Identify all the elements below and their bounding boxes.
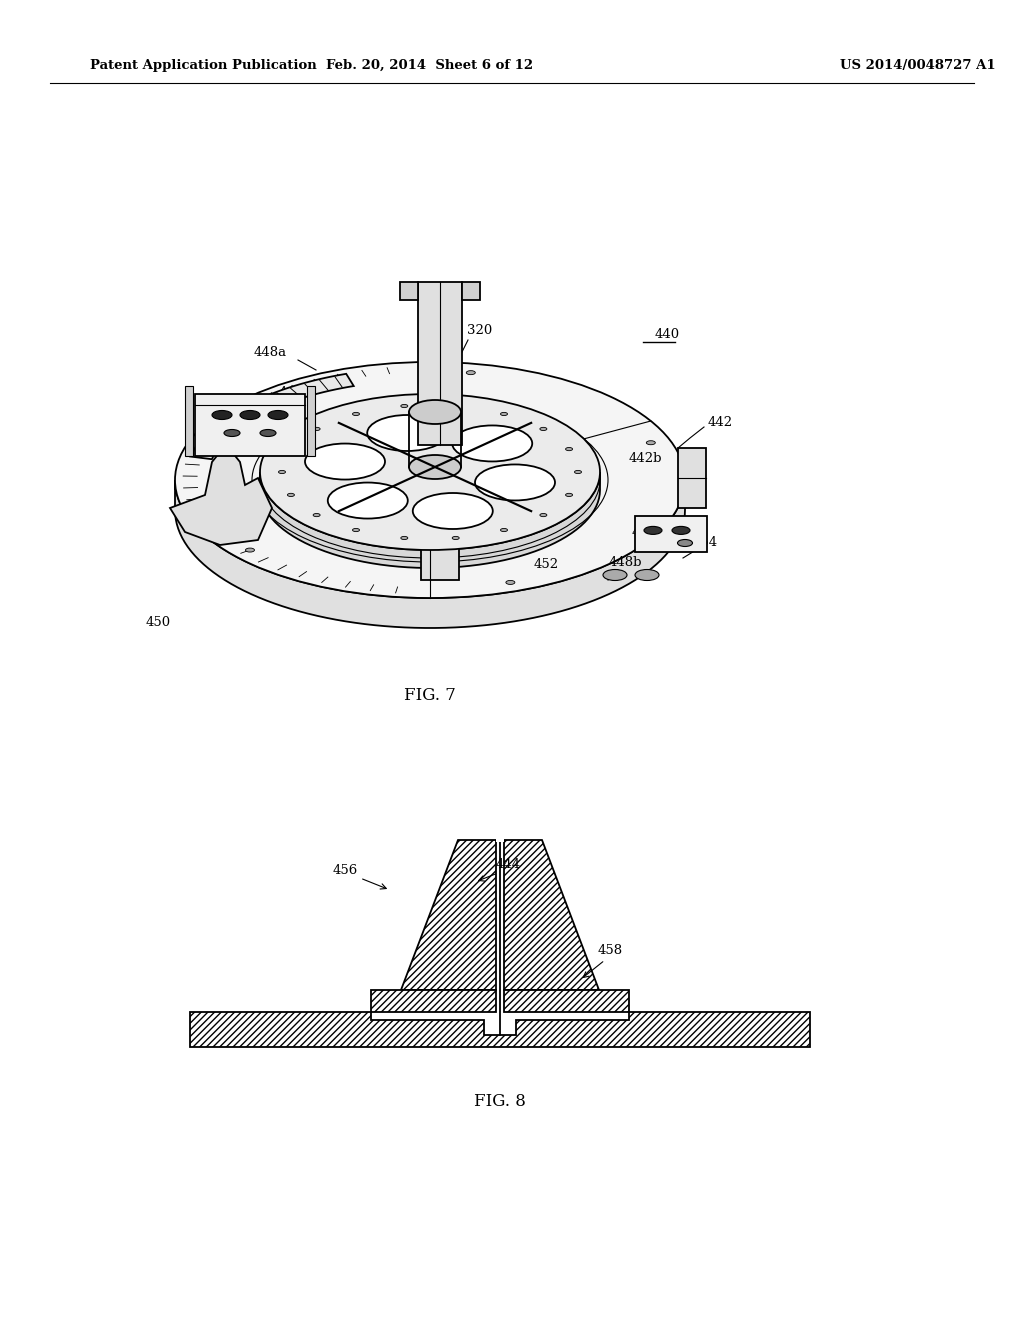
Text: Feb. 20, 2014  Sheet 6 of 12: Feb. 20, 2014 Sheet 6 of 12 bbox=[327, 58, 534, 71]
Ellipse shape bbox=[260, 429, 276, 437]
Text: 442: 442 bbox=[708, 416, 732, 429]
Text: 410: 410 bbox=[458, 494, 482, 507]
Ellipse shape bbox=[635, 569, 659, 581]
Ellipse shape bbox=[400, 536, 408, 540]
Ellipse shape bbox=[603, 569, 627, 581]
Ellipse shape bbox=[453, 425, 532, 462]
Polygon shape bbox=[504, 990, 629, 1012]
Text: 448b: 448b bbox=[608, 556, 642, 569]
Bar bbox=[195, 393, 305, 455]
Bar bbox=[462, 282, 480, 300]
Bar bbox=[400, 282, 418, 300]
Bar bbox=[678, 447, 706, 508]
Bar bbox=[496, 838, 504, 842]
Text: 456: 456 bbox=[333, 863, 357, 876]
Ellipse shape bbox=[260, 393, 600, 550]
Bar bbox=[635, 516, 707, 552]
Ellipse shape bbox=[565, 447, 572, 450]
Polygon shape bbox=[170, 451, 272, 545]
Ellipse shape bbox=[352, 412, 359, 416]
Ellipse shape bbox=[413, 492, 493, 529]
Text: FIG. 7: FIG. 7 bbox=[404, 686, 456, 704]
Text: 320: 320 bbox=[467, 323, 493, 337]
Ellipse shape bbox=[213, 432, 221, 436]
Ellipse shape bbox=[409, 455, 461, 479]
Ellipse shape bbox=[540, 513, 547, 516]
Ellipse shape bbox=[540, 428, 547, 430]
Ellipse shape bbox=[644, 527, 662, 535]
Ellipse shape bbox=[212, 411, 232, 420]
Ellipse shape bbox=[313, 428, 321, 430]
Bar bbox=[307, 385, 315, 455]
Ellipse shape bbox=[328, 483, 408, 519]
Text: Patent Application Publication: Patent Application Publication bbox=[90, 58, 316, 71]
Ellipse shape bbox=[279, 470, 286, 474]
Ellipse shape bbox=[453, 404, 459, 408]
Polygon shape bbox=[504, 840, 599, 990]
Polygon shape bbox=[190, 374, 353, 459]
Text: 452: 452 bbox=[534, 558, 558, 572]
Ellipse shape bbox=[409, 400, 461, 424]
Ellipse shape bbox=[565, 494, 572, 496]
Bar bbox=[185, 385, 193, 455]
Ellipse shape bbox=[352, 528, 359, 532]
Text: US 2014/0048727 A1: US 2014/0048727 A1 bbox=[840, 58, 995, 71]
Ellipse shape bbox=[501, 412, 508, 416]
Polygon shape bbox=[260, 473, 600, 568]
Ellipse shape bbox=[175, 362, 685, 598]
Ellipse shape bbox=[574, 470, 582, 474]
Text: 440: 440 bbox=[655, 329, 680, 342]
Ellipse shape bbox=[224, 429, 240, 437]
Ellipse shape bbox=[240, 411, 260, 420]
Ellipse shape bbox=[506, 581, 515, 585]
Ellipse shape bbox=[466, 371, 475, 375]
Text: 454: 454 bbox=[692, 536, 718, 549]
Text: 412: 412 bbox=[413, 552, 437, 565]
Text: 444: 444 bbox=[496, 858, 520, 871]
Ellipse shape bbox=[268, 411, 288, 420]
Text: 442b: 442b bbox=[629, 451, 662, 465]
Bar bbox=[418, 282, 462, 445]
Ellipse shape bbox=[639, 524, 647, 528]
Polygon shape bbox=[371, 990, 496, 1012]
Text: 458: 458 bbox=[597, 944, 623, 957]
Ellipse shape bbox=[453, 536, 459, 540]
Polygon shape bbox=[175, 480, 685, 628]
Text: FIG. 8: FIG. 8 bbox=[474, 1093, 526, 1110]
Polygon shape bbox=[401, 840, 496, 990]
Text: 450: 450 bbox=[145, 615, 171, 628]
Bar bbox=[421, 510, 459, 579]
Ellipse shape bbox=[288, 447, 295, 450]
Text: 448a: 448a bbox=[632, 525, 665, 539]
Ellipse shape bbox=[400, 404, 408, 408]
Ellipse shape bbox=[313, 513, 321, 516]
Text: 448b: 448b bbox=[279, 385, 311, 399]
Ellipse shape bbox=[672, 527, 690, 535]
Ellipse shape bbox=[368, 414, 447, 451]
Ellipse shape bbox=[501, 528, 508, 532]
Ellipse shape bbox=[646, 441, 655, 445]
Ellipse shape bbox=[288, 494, 295, 496]
Ellipse shape bbox=[678, 540, 692, 546]
Ellipse shape bbox=[246, 548, 255, 552]
Ellipse shape bbox=[305, 444, 385, 479]
Ellipse shape bbox=[475, 465, 555, 500]
Polygon shape bbox=[190, 1012, 810, 1047]
Text: 448a: 448a bbox=[253, 346, 287, 359]
